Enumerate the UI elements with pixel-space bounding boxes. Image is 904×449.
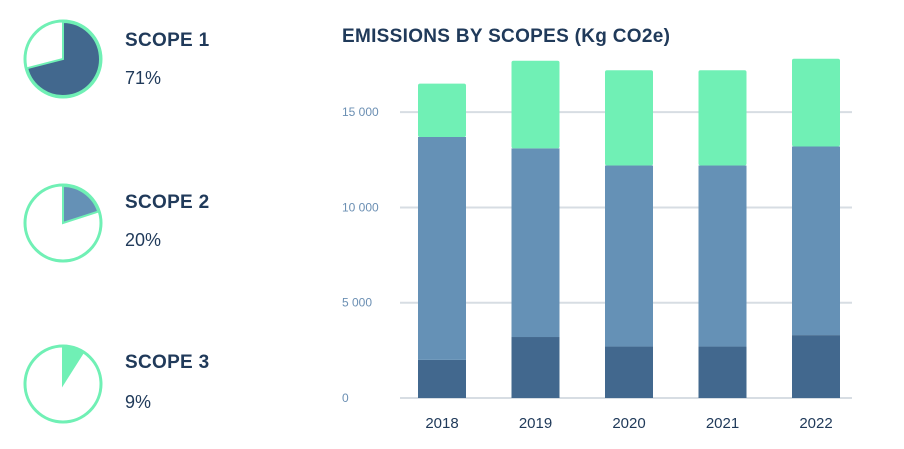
bar-2018-scope-3	[418, 83, 466, 137]
bar-2019-scope-2	[511, 148, 560, 338]
bar-2018-scope-2	[418, 136, 466, 360]
y-tick-label: 0	[342, 391, 349, 405]
bar-2021-scope-1	[698, 346, 747, 398]
bar-2019-scope-1	[511, 337, 560, 398]
x-tick-label: 2019	[519, 415, 552, 432]
x-tick-label: 2021	[706, 415, 739, 432]
bar-2020-scope-2	[605, 165, 653, 347]
scope-3-summary: SCOPE 3 9%	[0, 343, 300, 433]
bar-2021-scope-3	[698, 70, 747, 166]
scope-2-summary: SCOPE 2 20%	[0, 182, 300, 272]
bar-2022-scope-1	[792, 335, 840, 398]
scope-2-percent: 20%	[125, 230, 162, 250]
x-tick-label: 2018	[425, 415, 458, 432]
scope-3-pie	[23, 344, 103, 424]
y-tick-label: 15 000	[342, 105, 379, 119]
x-tick-label: 2022	[799, 415, 832, 432]
y-tick-label: 10 000	[342, 200, 379, 214]
scope-1-label: SCOPE 1	[125, 30, 210, 51]
chart-title: EMISSIONS BY SCOPES (Kg CO2e)	[342, 26, 671, 47]
scope-2-pie	[23, 183, 103, 263]
bar-2021-scope-2	[698, 165, 747, 347]
bar-2020-scope-3	[605, 70, 653, 166]
scope-3-pie-slice	[62, 345, 85, 388]
scope-1-pie-slice	[25, 20, 101, 97]
scope-3-percent: 9%	[125, 392, 152, 412]
scope-1-summary: SCOPE 1 71%	[0, 18, 300, 108]
y-tick-label: 5 000	[342, 296, 372, 310]
x-tick-label: 2020	[612, 415, 645, 432]
scope-1-percent: 71%	[125, 68, 162, 88]
scope-1-pie	[23, 19, 103, 99]
scope-2-label: SCOPE 2	[125, 192, 210, 213]
bar-2020-scope-1	[605, 346, 653, 398]
scope-3-label: SCOPE 3	[125, 352, 210, 373]
bar-2018-scope-1	[418, 359, 466, 398]
bar-2019-scope-3	[511, 60, 560, 149]
bar-2022-scope-3	[792, 58, 840, 147]
scope-2-pie-slice	[62, 184, 100, 225]
bar-2022-scope-2	[792, 146, 840, 336]
